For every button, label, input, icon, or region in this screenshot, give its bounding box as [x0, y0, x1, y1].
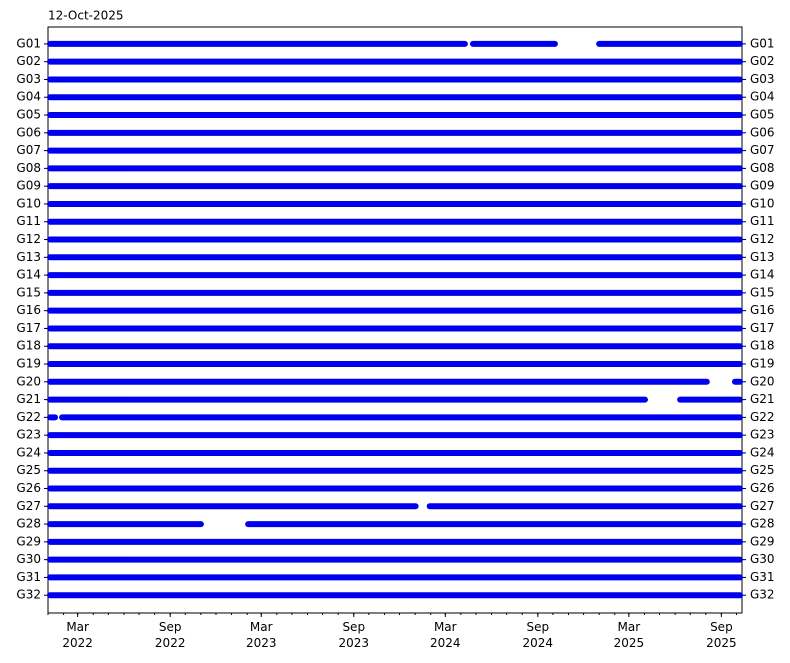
y-tick-label: G09: [16, 179, 41, 193]
y-tick-label: G27: [16, 499, 41, 513]
y-tick-label: G02: [16, 54, 41, 68]
y-tick-label: G21: [16, 392, 41, 406]
y-tick-label: G22: [16, 410, 41, 424]
y-tick-label-right: G10: [750, 196, 775, 210]
x-tick-label: Mar 2022: [62, 620, 93, 650]
x-tick-label: Sep 2023: [338, 620, 370, 650]
chart-title: 12-Oct-2025: [48, 9, 124, 23]
y-tick-label: G19: [16, 357, 41, 371]
x-tick-label: Mar 2023: [245, 620, 277, 650]
y-tick-label: G07: [16, 143, 41, 157]
y-tick-label-right: G13: [750, 250, 775, 264]
y-tick-label: G24: [16, 445, 41, 459]
y-tick-label-right: G22: [750, 410, 775, 424]
y-tick-label-right: G31: [750, 570, 775, 584]
y-tick-label-right: G02: [750, 54, 775, 68]
y-tick-label-right: G16: [750, 303, 775, 317]
y-tick-label: G30: [16, 552, 41, 566]
y-tick-label: G16: [16, 303, 41, 317]
y-tick-label: G12: [16, 232, 41, 246]
x-tick-label: Sep 2022: [154, 620, 186, 650]
y-tick-label: G04: [16, 90, 41, 104]
x-tick-label: Mar 2025: [613, 620, 645, 650]
y-tick-label-right: G24: [750, 445, 775, 459]
y-tick-label: G13: [16, 250, 41, 264]
y-tick-label: G11: [16, 214, 41, 228]
y-tick-label: G23: [16, 428, 41, 442]
y-tick-label: G31: [16, 570, 41, 584]
x-tick-label: Mar 2024: [430, 620, 461, 650]
y-tick-label: G08: [16, 161, 41, 175]
plot-frame: [47, 26, 743, 614]
y-tick-label-right: G09: [750, 179, 775, 193]
y-tick-label-right: G28: [750, 517, 775, 531]
y-tick-label-right: G26: [750, 481, 775, 495]
y-tick-label: G28: [16, 517, 41, 531]
y-tick-label-right: G17: [750, 321, 775, 335]
y-tick-label-right: G18: [750, 339, 775, 353]
y-tick-label: G06: [16, 125, 41, 139]
y-tick-label: G03: [16, 72, 41, 86]
y-tick-label: G10: [16, 196, 41, 210]
y-tick-label: G15: [16, 285, 41, 299]
y-tick-label-right: G11: [750, 214, 775, 228]
y-tick-label-right: G23: [750, 428, 775, 442]
y-tick-label-right: G29: [750, 534, 775, 548]
y-tick-label-right: G27: [750, 499, 775, 513]
y-tick-label-right: G32: [750, 588, 775, 602]
y-tick-label: G17: [16, 321, 41, 335]
y-tick-label: G32: [16, 588, 41, 602]
y-tick-label-right: G15: [750, 285, 775, 299]
x-tick-label: Sep 2024: [522, 620, 554, 650]
y-tick-label-right: G05: [750, 108, 775, 122]
y-tick-label-right: G03: [750, 72, 775, 86]
y-tick-label-right: G30: [750, 552, 775, 566]
y-tick-label-right: G19: [750, 357, 775, 371]
y-tick-label: G14: [16, 268, 41, 282]
x-tick-label: Sep 2025: [706, 620, 737, 650]
y-tick-label-right: G01: [750, 36, 775, 50]
y-tick-label: G25: [16, 463, 41, 477]
y-tick-label-right: G20: [750, 374, 775, 388]
y-tick-label-right: G04: [750, 90, 775, 104]
y-tick-label: G20: [16, 374, 41, 388]
y-tick-label-right: G07: [750, 143, 775, 157]
y-tick-label-right: G06: [750, 125, 775, 139]
y-tick-label: G01: [16, 36, 41, 50]
y-tick-label: G26: [16, 481, 41, 495]
y-tick-label-right: G12: [750, 232, 775, 246]
y-tick-label: G05: [16, 108, 41, 122]
y-tick-label-right: G08: [750, 161, 775, 175]
y-tick-label-right: G14: [750, 268, 775, 282]
y-tick-label: G29: [16, 534, 41, 548]
y-tick-label-right: G21: [750, 392, 775, 406]
y-tick-label-right: G25: [750, 463, 775, 477]
y-tick-label: G18: [16, 339, 41, 353]
